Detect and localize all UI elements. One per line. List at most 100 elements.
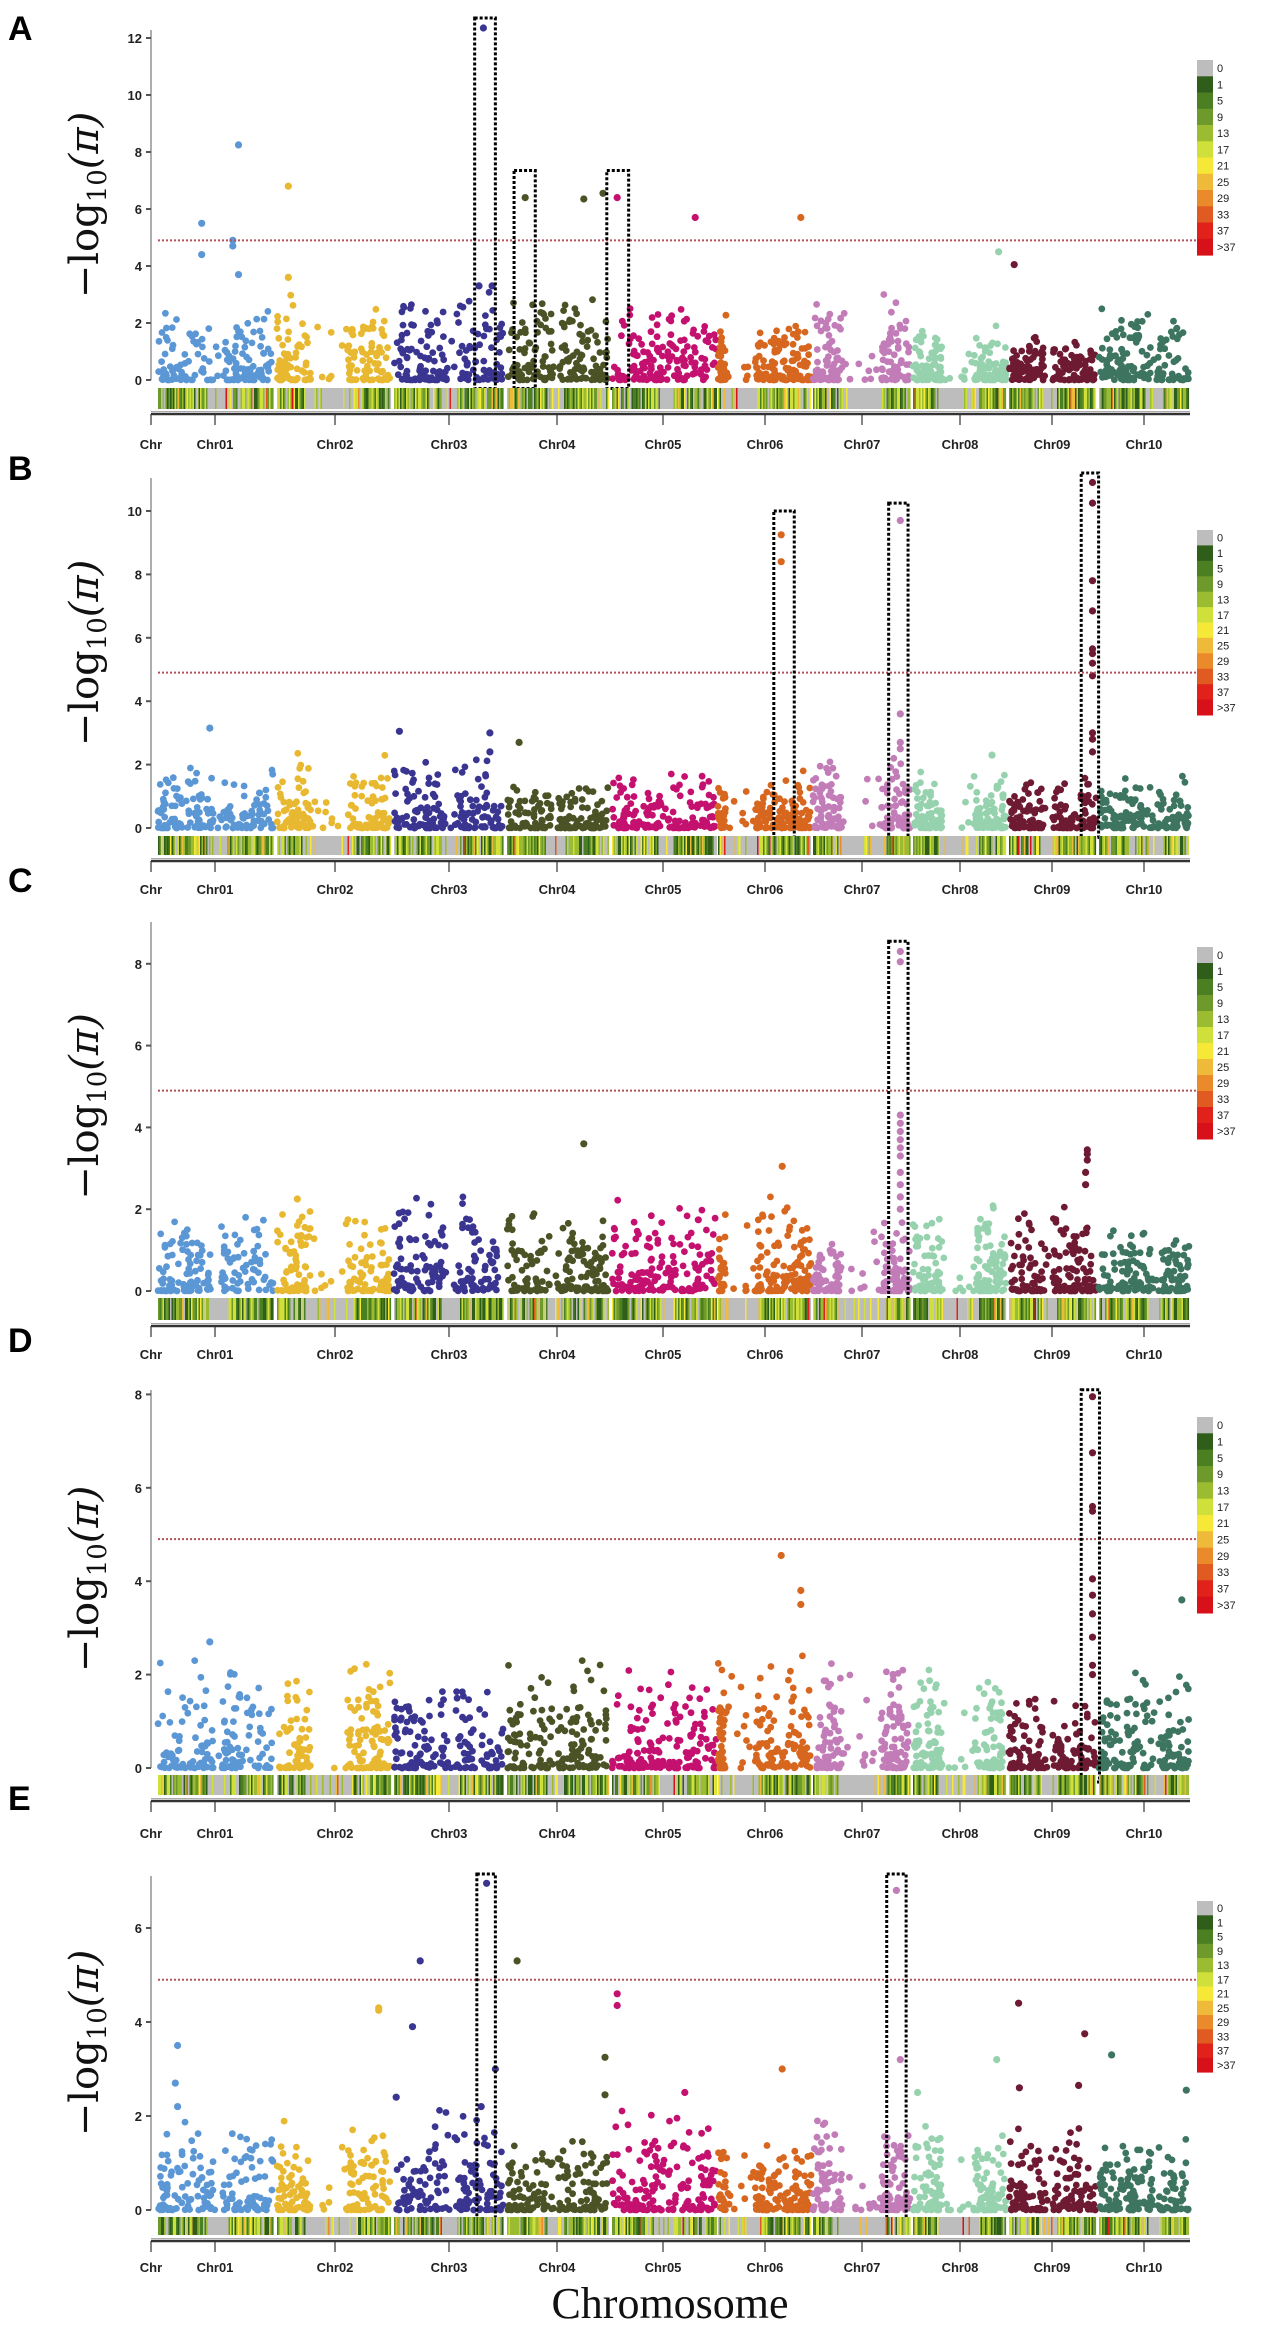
snp-point-chr3 bbox=[427, 321, 435, 329]
snp-point-chr2 bbox=[280, 350, 288, 358]
snp-point-chr9 bbox=[1049, 814, 1057, 821]
density-stripe bbox=[427, 388, 429, 409]
snp-point-chr3 bbox=[417, 352, 424, 360]
density-stripe bbox=[781, 836, 783, 855]
legend-label: 33 bbox=[1217, 209, 1229, 221]
density-stripe bbox=[1049, 388, 1052, 409]
snp-point-chr4 bbox=[538, 816, 546, 824]
snp-point-chr8 bbox=[962, 798, 969, 806]
snp-point-chr5 bbox=[657, 370, 664, 377]
density-stripe bbox=[525, 388, 527, 409]
density-stripe bbox=[577, 836, 580, 855]
snp-point-chr2 bbox=[366, 1241, 374, 1248]
density-stripe bbox=[1061, 836, 1064, 855]
snp-point-chr2 bbox=[369, 1253, 376, 1260]
snp-point-chr7 bbox=[887, 358, 895, 366]
density-stripe bbox=[164, 836, 166, 855]
snp-point-chr4 bbox=[604, 784, 612, 792]
density-stripe bbox=[222, 836, 225, 855]
density-stripe bbox=[1042, 388, 1044, 409]
snp-point-chr2 bbox=[349, 331, 357, 339]
snp-point-chr7 bbox=[829, 764, 837, 772]
snp-point-chr10 bbox=[1130, 824, 1137, 832]
density-stripe bbox=[1121, 388, 1124, 409]
density-stripe bbox=[1028, 836, 1031, 855]
snp-point-chr1 bbox=[246, 367, 254, 375]
snp-point-chr3 bbox=[498, 822, 506, 830]
snp-point-chr2 bbox=[351, 782, 359, 790]
snp-point-chr9 bbox=[1059, 824, 1067, 831]
density-stripe bbox=[485, 836, 488, 855]
density-stripe bbox=[203, 388, 205, 409]
density-stripe bbox=[752, 836, 755, 855]
density-stripe bbox=[814, 836, 817, 855]
density-stripe bbox=[607, 836, 610, 855]
density-stripe bbox=[433, 388, 435, 409]
density-stripe bbox=[742, 388, 744, 409]
density-stripe bbox=[791, 388, 794, 409]
snp-point-chr9 bbox=[1010, 347, 1017, 355]
density-stripe bbox=[320, 388, 323, 409]
density-stripe bbox=[985, 388, 987, 409]
density-stripe bbox=[657, 388, 659, 409]
snp-point-chr2 bbox=[292, 821, 300, 829]
snp-point-chr8 bbox=[917, 352, 925, 360]
density-stripe bbox=[727, 388, 729, 409]
density-stripe bbox=[481, 388, 483, 409]
density-stripe bbox=[305, 836, 308, 855]
density-stripe bbox=[719, 836, 722, 855]
density-stripe bbox=[368, 836, 371, 855]
density-stripe bbox=[959, 836, 962, 855]
density-stripe bbox=[497, 836, 500, 855]
snp-point-chr7 bbox=[812, 367, 820, 375]
density-stripe bbox=[1163, 388, 1166, 409]
snp-point-chr2 bbox=[294, 343, 301, 350]
density-stripe bbox=[926, 388, 929, 409]
density-stripe bbox=[1129, 388, 1131, 409]
x-tick-label: Chr05 bbox=[645, 437, 682, 452]
snp-point-chr9 bbox=[1065, 366, 1073, 374]
density-stripe bbox=[246, 388, 249, 409]
snp-point-chr2 bbox=[372, 305, 380, 313]
snp-point-chr3 bbox=[417, 362, 424, 370]
density-stripe bbox=[314, 388, 317, 409]
density-stripe bbox=[1040, 388, 1043, 409]
density-stripe bbox=[865, 388, 868, 409]
snp-point-chr2 bbox=[314, 807, 322, 815]
density-stripe bbox=[673, 836, 676, 855]
snp-point-chr9 bbox=[1036, 797, 1044, 805]
density-stripe bbox=[934, 836, 936, 855]
density-stripe bbox=[449, 836, 452, 855]
snp-point-chr9 bbox=[1006, 364, 1013, 372]
density-stripe bbox=[938, 836, 941, 855]
snp-point-chr1 bbox=[240, 782, 248, 790]
snp-point-chr5 bbox=[676, 792, 684, 800]
density-stripe bbox=[353, 388, 356, 409]
density-stripe bbox=[1162, 836, 1164, 855]
density-stripe bbox=[195, 388, 198, 409]
density-stripe bbox=[213, 388, 216, 409]
density-stripe bbox=[507, 836, 509, 855]
density-stripe bbox=[1054, 388, 1056, 409]
density-stripe bbox=[877, 388, 880, 409]
snp-point-chr3 bbox=[496, 324, 504, 331]
density-stripe bbox=[261, 388, 264, 409]
snp-point-chr2 bbox=[379, 784, 386, 791]
snp-point-chr4 bbox=[557, 372, 564, 380]
density-stripe bbox=[592, 388, 595, 409]
snp-point-chr1 bbox=[269, 1279, 277, 1287]
density-stripe bbox=[616, 388, 619, 409]
density-stripe bbox=[436, 836, 438, 855]
density-stripe bbox=[544, 388, 547, 409]
peak-point-chr8 bbox=[988, 751, 996, 759]
density-stripe bbox=[1073, 836, 1076, 855]
density-stripe bbox=[760, 836, 762, 855]
snp-point-chr5 bbox=[677, 306, 685, 313]
snp-point-chr5 bbox=[681, 773, 688, 780]
snp-point-chr6 bbox=[773, 327, 780, 335]
density-stripe bbox=[728, 388, 731, 409]
snp-point-chr3 bbox=[403, 329, 411, 337]
density-stripe bbox=[928, 388, 930, 409]
density-stripe bbox=[494, 836, 497, 855]
